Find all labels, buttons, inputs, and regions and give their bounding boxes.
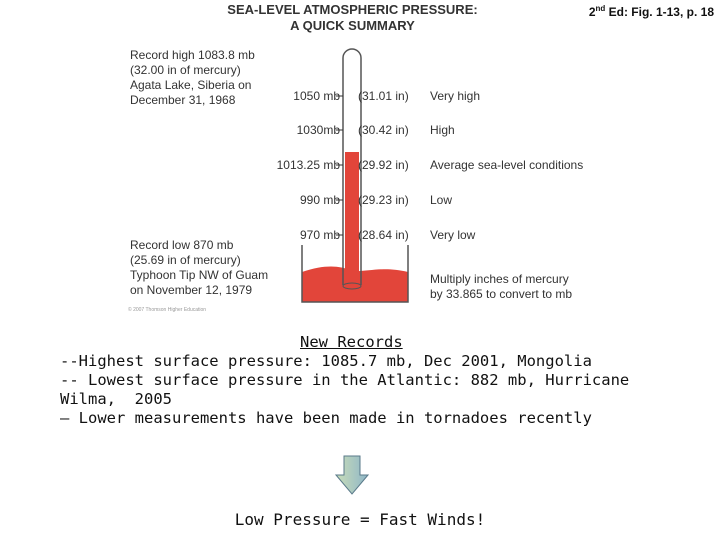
record-line: --Highest surface pressure: 1085.7 mb, D… bbox=[60, 352, 592, 370]
row-mb: 1013.25 mb bbox=[276, 158, 340, 172]
mercury-column bbox=[345, 152, 359, 288]
conversion-note: Multiply inches of mercury by 33.865 to … bbox=[430, 272, 573, 301]
copyright-notice: © 2007 Thomson Higher Education bbox=[128, 307, 207, 313]
row-inches: (31.01 in) bbox=[358, 89, 409, 103]
glass-tube bbox=[342, 48, 362, 285]
tube-bottom bbox=[342, 282, 362, 290]
figure-title-line1: SEA-LEVEL ATMOSPHERIC PRESSURE: bbox=[227, 2, 478, 17]
row-inches: (29.92 in) bbox=[358, 158, 409, 172]
record-line: -- Lowest surface pressure in the Atlant… bbox=[60, 371, 639, 408]
conclusion-text: Low Pressure = Fast Winds! bbox=[234, 510, 486, 529]
new-records-heading: New Records bbox=[300, 333, 403, 351]
row-inches: (30.42 in) bbox=[358, 123, 409, 137]
figure-reference: 2nd Ed: Fig. 1-13, p. 18 bbox=[589, 4, 714, 19]
row-inches: (28.64 in) bbox=[358, 228, 409, 242]
figure-title: SEA-LEVEL ATMOSPHERIC PRESSURE: A QUICK … bbox=[180, 2, 525, 34]
row-mb: 1030mb bbox=[296, 123, 340, 137]
figure-reference-sup: nd bbox=[595, 4, 606, 13]
row-label: High bbox=[430, 123, 455, 137]
barometer-illustration bbox=[301, 48, 409, 303]
figure-reference-prefix: 2 bbox=[588, 5, 596, 19]
figure-reference-suffix: Ed: Fig. 1-13, p. 18 bbox=[605, 5, 714, 19]
row-label: Low bbox=[430, 193, 453, 207]
record-low-note: Record low 870 mb (25.69 in of mercury) … bbox=[130, 238, 269, 297]
row-inches: (29.23 in) bbox=[358, 193, 409, 207]
record-high-note: Record high 1083.8 mb (32.00 in of mercu… bbox=[130, 48, 255, 107]
mercury-dish bbox=[301, 245, 409, 303]
record-line: – Lower measurements have been made in t… bbox=[60, 409, 592, 427]
down-arrow-icon bbox=[335, 455, 369, 495]
row-label: Very high bbox=[430, 89, 481, 103]
row-mb: 990 mb bbox=[299, 193, 340, 207]
row-label: Average sea-level conditions bbox=[430, 158, 584, 172]
row-label: Very low bbox=[430, 228, 476, 242]
new-records-section: New Records --Highest surface pressure: … bbox=[60, 333, 660, 428]
figure-title-line2: A QUICK SUMMARY bbox=[290, 18, 415, 33]
row-mb: 1050 mb bbox=[293, 89, 340, 103]
row-mb: 970 mb bbox=[299, 228, 340, 242]
